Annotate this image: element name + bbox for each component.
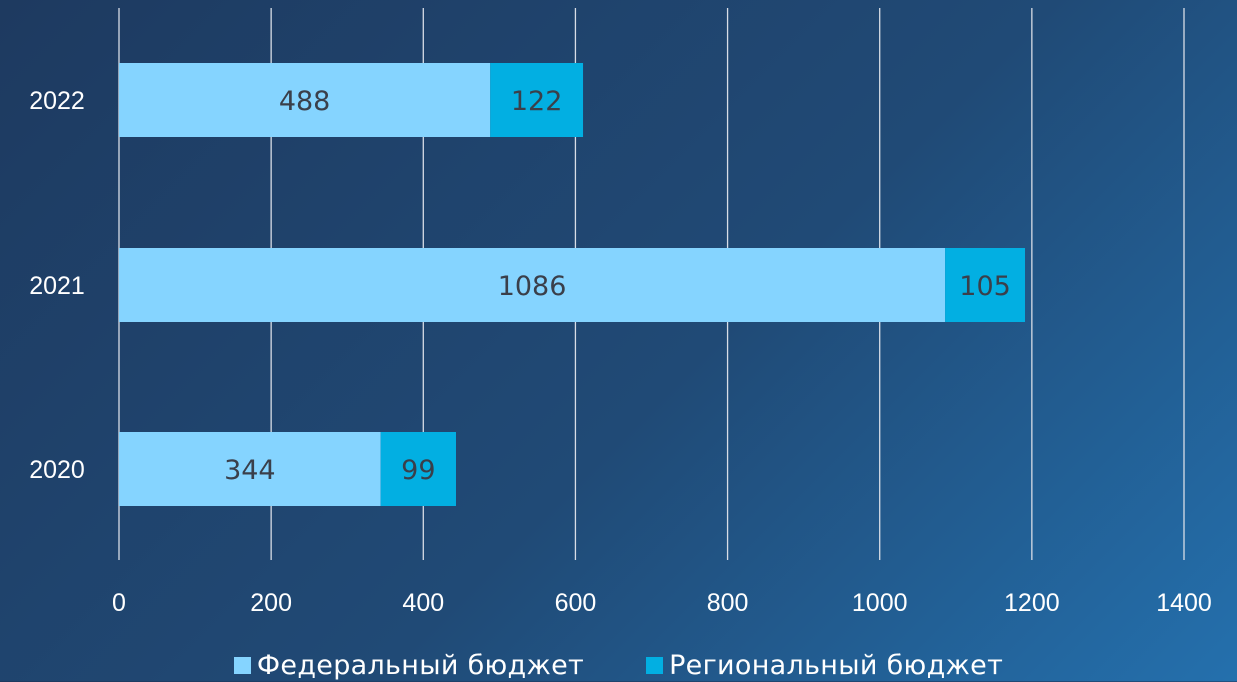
bar-2021-series-1 xyxy=(945,248,1026,322)
x-tick-label-1000: 1000 xyxy=(852,589,908,617)
y-tick-label-2022: 2022 xyxy=(29,87,85,115)
legend-label-federal: Федеральный бюджет xyxy=(256,649,585,681)
x-tick-label-1200: 1200 xyxy=(1004,589,1060,617)
data-label-2021-series-1: 105 xyxy=(959,271,1011,302)
bar-2022-series-0 xyxy=(119,63,491,137)
bar-2021-series-0 xyxy=(119,248,946,322)
data-label-2021-series-0: 1086 xyxy=(498,271,567,302)
y-tick-label-2020: 2020 xyxy=(29,456,85,484)
legend-item-regional: Региональный бюджет xyxy=(646,650,1003,681)
data-label-2022-series-1: 122 xyxy=(511,86,563,117)
legend: Федеральный бюджет Региональный бюджет xyxy=(0,648,1237,682)
bar-2020-series-1 xyxy=(380,432,456,506)
data-label-2020-series-0: 344 xyxy=(224,455,276,486)
y-tick-label-2021: 2021 xyxy=(29,272,85,300)
bar-2022-series-1 xyxy=(490,63,584,137)
x-tick-label-600: 600 xyxy=(555,589,597,617)
x-tick-label-400: 400 xyxy=(402,589,444,617)
x-tick-label-800: 800 xyxy=(707,589,749,617)
data-label-2022-series-0: 488 xyxy=(279,86,331,117)
bar-2020-series-0 xyxy=(119,432,381,506)
legend-swatch-federal xyxy=(233,656,251,674)
x-tick-label-0: 0 xyxy=(112,589,126,617)
legend-label-regional: Региональный бюджет xyxy=(669,649,1004,681)
legend-swatch-regional xyxy=(646,656,664,674)
x-tick-label-1400: 1400 xyxy=(1156,589,1212,617)
data-label-2020-series-1: 99 xyxy=(401,455,435,486)
legend-item-federal: Федеральный бюджет xyxy=(233,649,585,681)
x-tick-label-200: 200 xyxy=(250,589,292,617)
